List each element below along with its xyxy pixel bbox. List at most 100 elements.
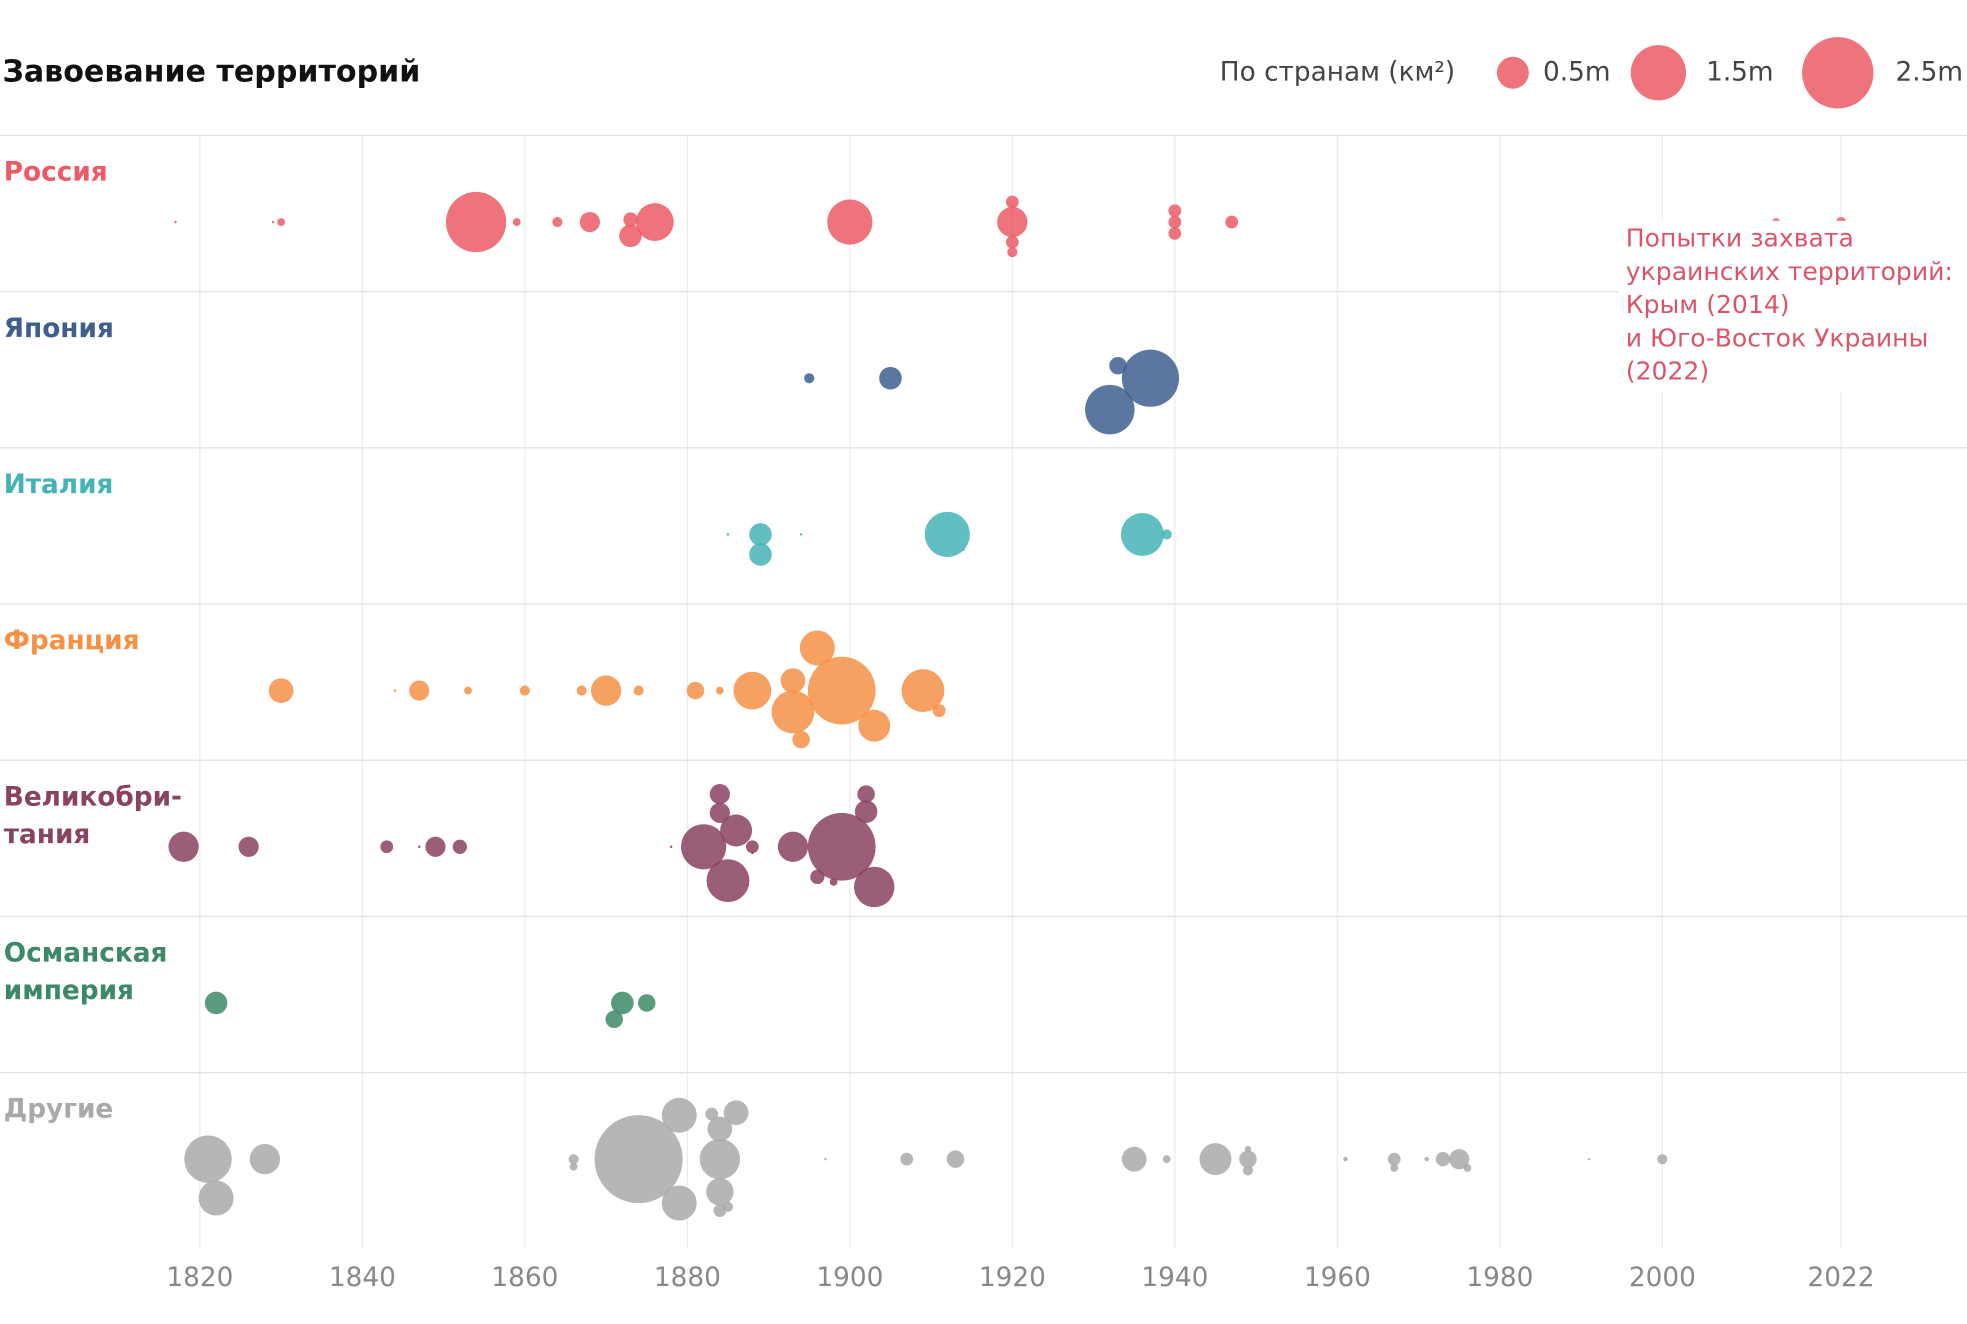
- bubble: [268, 678, 294, 703]
- x-tick-label: 1920: [979, 1263, 1046, 1293]
- bubble: [799, 630, 835, 666]
- bubble: [635, 203, 674, 241]
- bubble: [705, 1107, 719, 1121]
- bubble: [810, 869, 825, 885]
- bubble: [1168, 204, 1182, 218]
- bubble: [271, 220, 275, 224]
- row-bubbles: [204, 991, 656, 1029]
- bubble: [771, 690, 815, 734]
- bubble: [605, 1010, 623, 1029]
- bubble: [637, 994, 656, 1012]
- bubble: [619, 224, 642, 248]
- bubble: [277, 218, 286, 226]
- bubble: [733, 671, 772, 710]
- annotation: (2022): [1626, 357, 1709, 386]
- bubble: [184, 1135, 232, 1183]
- bubble: [552, 217, 563, 228]
- bubble: [417, 845, 421, 849]
- x-tick-label: 1980: [1466, 1263, 1533, 1293]
- bubble: [661, 1097, 697, 1133]
- annotation: и Юго-Восток Украины: [1626, 323, 1929, 352]
- bubble: [594, 1115, 683, 1204]
- row-label: Другие: [4, 1095, 114, 1125]
- x-tick-label: 1900: [816, 1263, 883, 1293]
- bubble: [857, 785, 875, 803]
- x-tick-label: 1820: [166, 1263, 233, 1293]
- row-bubbles: [268, 630, 946, 749]
- bubble: [807, 812, 876, 881]
- row-bubbles: [174, 191, 1847, 258]
- bubble: [751, 851, 754, 855]
- bubble: [238, 836, 259, 857]
- bubble: [1449, 1149, 1470, 1170]
- bubble: [706, 1178, 734, 1206]
- bubble: [1005, 195, 1019, 209]
- x-tick-label: 1880: [654, 1263, 721, 1293]
- bubble: [827, 199, 873, 245]
- bubble: [924, 511, 970, 558]
- bubble: [1109, 356, 1127, 375]
- legend-label: 0.5m: [1543, 57, 1611, 87]
- bubble: [1657, 1154, 1668, 1165]
- row-label: Россия: [4, 158, 108, 188]
- bubble: [900, 1152, 914, 1166]
- x-tick-label: 1960: [1304, 1263, 1371, 1293]
- bubble: [709, 783, 730, 805]
- bubble: [709, 802, 730, 824]
- row-bubbles: [184, 1097, 1668, 1221]
- bubble: [749, 543, 772, 566]
- bubble: [623, 212, 638, 227]
- x-tick-label: 1860: [491, 1263, 558, 1293]
- row-label: Италия: [4, 470, 114, 500]
- legend-label: 1.5m: [1706, 57, 1774, 87]
- bubble: [519, 685, 530, 696]
- chart-title: Завоевание территорий: [3, 54, 421, 89]
- row-label: Великобри-: [4, 782, 182, 812]
- bubble: [699, 1138, 741, 1180]
- row-label: тания: [4, 820, 91, 850]
- bubble: [393, 689, 397, 692]
- bubble: [1168, 226, 1182, 240]
- legend-circle: [1630, 45, 1687, 101]
- annotation-bg: [1618, 220, 1967, 392]
- bubble: [669, 845, 673, 849]
- row-label: Османская: [4, 939, 168, 969]
- x-tick-label: 1940: [1141, 1263, 1208, 1293]
- bubble: [1463, 1164, 1472, 1172]
- bubble: [1435, 1152, 1451, 1167]
- bubble: [726, 533, 730, 536]
- bubble: [611, 991, 634, 1015]
- row-bubbles: [726, 511, 1172, 566]
- bubble: [1005, 235, 1019, 249]
- bubble: [204, 991, 228, 1015]
- legend-circle: [1802, 37, 1874, 109]
- bubble: [905, 701, 908, 705]
- bubble: [174, 220, 177, 224]
- bubble: [829, 877, 838, 886]
- bubble: [590, 675, 622, 706]
- bubble: [569, 1162, 578, 1171]
- bubble: [1085, 384, 1135, 435]
- bubble: [249, 1143, 281, 1175]
- bubble: [804, 373, 815, 384]
- legend-circle: [1496, 56, 1529, 89]
- bubble: [854, 866, 895, 908]
- bubble: [1161, 529, 1172, 540]
- bubble: [425, 836, 446, 857]
- bubble: [858, 709, 891, 742]
- bubble: [824, 1157, 827, 1161]
- bubble: [1120, 512, 1164, 556]
- bubble: [1343, 1156, 1348, 1162]
- bubble: [1162, 1155, 1171, 1164]
- bubble: [1387, 1152, 1401, 1166]
- bubble: [722, 1201, 734, 1212]
- bubble: [1007, 247, 1018, 258]
- bubble: [568, 1154, 579, 1165]
- bubble: [1242, 1165, 1254, 1176]
- bubble: [854, 800, 878, 823]
- bubble: [723, 1100, 749, 1126]
- bubble: [962, 548, 965, 551]
- bubble: [720, 814, 753, 847]
- bubble: [168, 831, 199, 862]
